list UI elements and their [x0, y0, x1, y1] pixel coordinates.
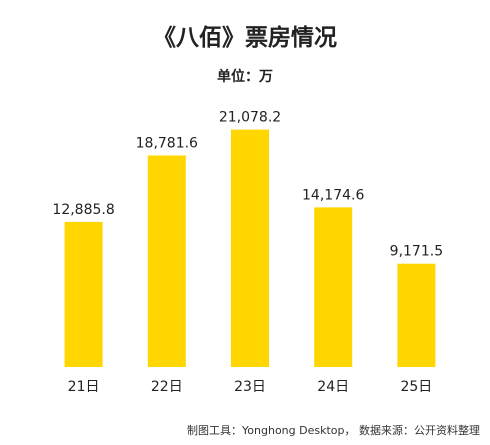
x-tick-label-2: 22日	[151, 379, 183, 395]
source-footnote: 制图工具：Yonghong Desktop， 数据来源：公开资料整理	[187, 424, 480, 437]
bar-5	[397, 263, 436, 367]
value-label-1: 12,885.8	[52, 202, 114, 218]
chart-title: 《八佰》票房情况	[153, 25, 337, 51]
x-tick-label-5: 25日	[400, 379, 432, 395]
x-tick-label-3: 23日	[234, 379, 266, 395]
bar-4	[314, 207, 353, 367]
x-tick-label-4: 24日	[317, 379, 349, 395]
value-label-2: 18,781.6	[136, 136, 198, 152]
bar-1	[64, 221, 103, 367]
value-label-5: 9,171.5	[390, 244, 443, 260]
value-label-4: 14,174.6	[302, 187, 364, 203]
bar-3	[231, 129, 269, 367]
bar-2	[147, 155, 186, 367]
chart-unit-label: 单位：万	[217, 69, 273, 85]
x-tick-label-1: 21日	[68, 379, 100, 395]
value-label-3: 21,078.2	[219, 110, 281, 126]
